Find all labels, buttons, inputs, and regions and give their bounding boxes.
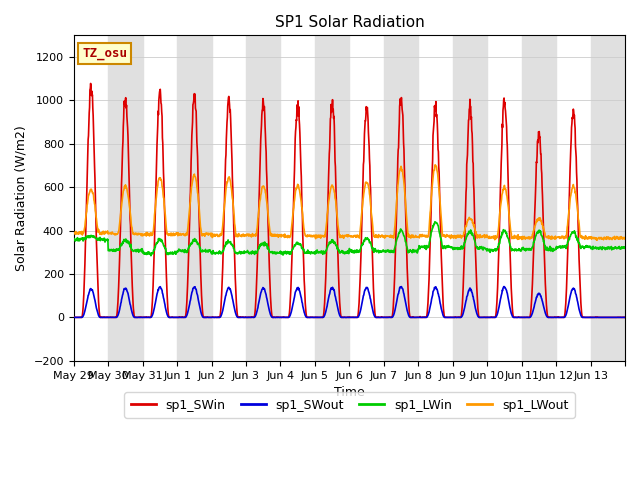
sp1_LWin: [480, 244, 488, 250]
Text: TZ_osu: TZ_osu: [82, 47, 127, 60]
Title: SP1 Solar Radiation: SP1 Solar Radiation: [275, 15, 424, 30]
sp1_LWout: [70, 229, 77, 235]
sp1_LWin: [614, 244, 622, 250]
sp1_LWin: [324, 242, 332, 248]
Bar: [384, 36, 419, 361]
X-axis label: Time: Time: [334, 386, 365, 399]
sp1_LWout: [593, 238, 601, 243]
sp1_LWin: [70, 237, 77, 242]
sp1_SWin: [72, 314, 79, 320]
sp1_SWin: [561, 314, 568, 320]
Bar: [522, 36, 556, 361]
sp1_LWout: [614, 236, 622, 242]
sp1_SWout: [614, 314, 621, 320]
Line: sp1_SWin: sp1_SWin: [74, 84, 625, 317]
sp1_SWin: [614, 314, 622, 320]
sp1_SWin: [70, 314, 77, 320]
sp1_SWin: [87, 81, 95, 86]
sp1_SWin: [480, 314, 488, 320]
sp1_LWout: [335, 228, 342, 234]
sp1_LWout: [156, 176, 164, 181]
sp1_SWout: [560, 314, 568, 320]
sp1_LWin: [147, 253, 155, 259]
sp1_LWout: [560, 236, 568, 242]
sp1_LWout: [431, 162, 439, 168]
sp1_LWin: [561, 243, 568, 249]
sp1_LWin: [335, 247, 343, 253]
sp1_SWout: [500, 284, 508, 289]
sp1_SWout: [479, 314, 487, 320]
Bar: [452, 36, 487, 361]
Line: sp1_LWin: sp1_LWin: [74, 222, 625, 256]
sp1_SWin: [325, 161, 333, 167]
sp1_LWin: [156, 236, 164, 242]
sp1_SWout: [335, 309, 342, 315]
Legend: sp1_SWin, sp1_SWout, sp1_LWin, sp1_LWout: sp1_SWin, sp1_SWout, sp1_LWin, sp1_LWout: [124, 393, 575, 418]
sp1_LWin: [621, 245, 628, 251]
Bar: [177, 36, 212, 361]
Line: sp1_LWout: sp1_LWout: [74, 165, 625, 240]
sp1_LWout: [621, 235, 628, 240]
sp1_LWin: [431, 219, 438, 225]
sp1_SWout: [324, 297, 332, 302]
Line: sp1_SWout: sp1_SWout: [74, 287, 625, 317]
Bar: [108, 36, 143, 361]
sp1_SWout: [70, 314, 77, 320]
sp1_LWout: [479, 233, 487, 239]
Bar: [246, 36, 280, 361]
sp1_SWin: [157, 92, 164, 98]
sp1_SWin: [621, 314, 628, 320]
Bar: [315, 36, 349, 361]
sp1_LWout: [324, 203, 332, 208]
sp1_SWin: [335, 293, 343, 299]
Y-axis label: Solar Radiation (W/m2): Solar Radiation (W/m2): [15, 125, 28, 271]
Bar: [591, 36, 625, 361]
sp1_SWout: [156, 284, 164, 290]
sp1_SWout: [621, 314, 628, 320]
